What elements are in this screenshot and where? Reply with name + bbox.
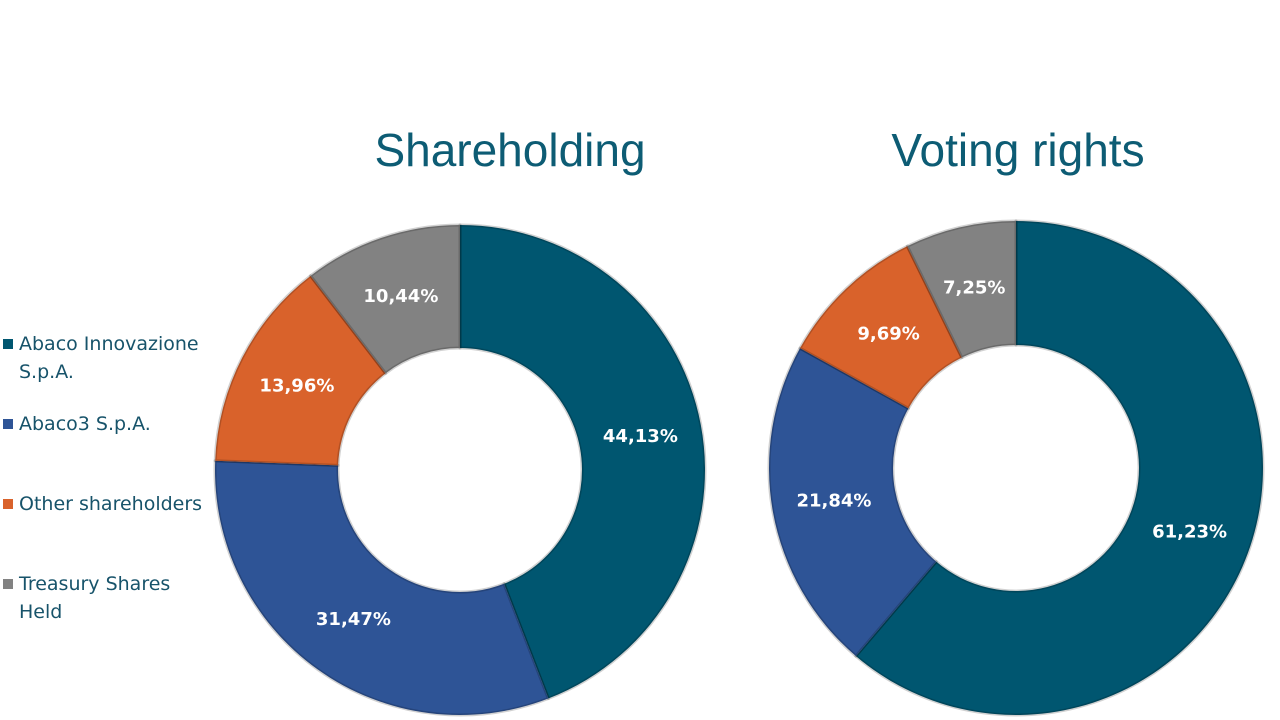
legend-label-other-shareholders: Other shareholders bbox=[19, 493, 203, 515]
legend-item-treasury-shares: Treasury Shares Held bbox=[0, 570, 210, 626]
slice-voting-rights-other-shareholders bbox=[798, 244, 964, 410]
legend-swatch-abaco-innovazione bbox=[3, 339, 13, 349]
slice-shareholding-abaco-innovazione bbox=[458, 223, 707, 701]
chart-title-shareholding: Shareholding bbox=[374, 124, 646, 176]
slice-voting-rights-abaco3 bbox=[767, 346, 938, 658]
legend-label-abaco-innovazione: Abaco Innovazione S.p.A. bbox=[19, 333, 199, 383]
data-label-shareholding-abaco3: 31,47% bbox=[316, 609, 391, 630]
slice-shareholding-other-shareholders bbox=[213, 274, 388, 467]
legend-item-abaco-innovazione: Abaco Innovazione S.p.A. bbox=[0, 330, 210, 386]
legend-label-treasury-shares: Treasury Shares Held bbox=[19, 573, 171, 623]
slice-shareholding-abaco3 bbox=[213, 459, 550, 717]
data-label-shareholding-other-shareholders: 13,96% bbox=[259, 375, 334, 396]
legend-label-abaco3: Abaco3 S.p.A. bbox=[19, 413, 151, 435]
chart-title-voting-rights: Voting rights bbox=[891, 124, 1145, 176]
data-label-voting-rights-treasury-shares: 7,25% bbox=[943, 277, 1005, 298]
data-label-shareholding-abaco-innovazione: 44,13% bbox=[603, 426, 678, 447]
legend-item-other-shareholders: Other shareholders bbox=[0, 490, 210, 518]
data-label-voting-rights-other-shareholders: 9,69% bbox=[857, 323, 919, 344]
slice-shareholding-treasury-shares bbox=[309, 223, 462, 375]
legend-swatch-other-shareholders bbox=[3, 499, 13, 509]
legend-item-abaco3: Abaco3 S.p.A. bbox=[0, 410, 210, 438]
legend-swatch-abaco3 bbox=[3, 419, 13, 429]
slice-voting-rights-treasury-shares bbox=[905, 219, 1018, 360]
data-label-voting-rights-abaco3: 21,84% bbox=[796, 491, 871, 512]
legend-swatch-treasury-shares bbox=[3, 579, 13, 589]
data-label-shareholding-treasury-shares: 10,44% bbox=[363, 286, 438, 307]
slice-voting-rights-abaco-innovazione bbox=[854, 219, 1265, 717]
data-label-voting-rights-abaco-innovazione: 61,23% bbox=[1152, 521, 1227, 542]
